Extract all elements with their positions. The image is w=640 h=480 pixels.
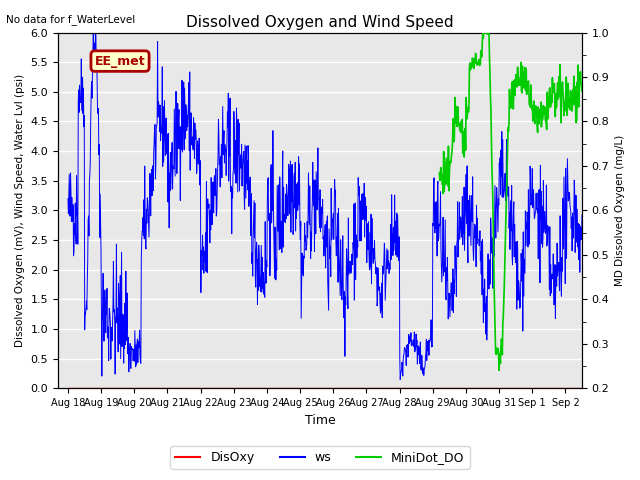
Text: EE_met: EE_met — [95, 55, 145, 68]
Legend: DisOxy, ws, MiniDot_DO: DisOxy, ws, MiniDot_DO — [170, 446, 470, 469]
Title: Dissolved Oxygen and Wind Speed: Dissolved Oxygen and Wind Speed — [186, 15, 454, 30]
Y-axis label: Dissolved Oxygen (mV), Wind Speed, Water Lvl (psi): Dissolved Oxygen (mV), Wind Speed, Water… — [15, 74, 25, 347]
X-axis label: Time: Time — [305, 414, 335, 427]
Y-axis label: MD Dissolved Oxygen (mg/L): MD Dissolved Oxygen (mg/L) — [615, 135, 625, 286]
Text: No data for f_WaterLevel: No data for f_WaterLevel — [6, 14, 136, 25]
